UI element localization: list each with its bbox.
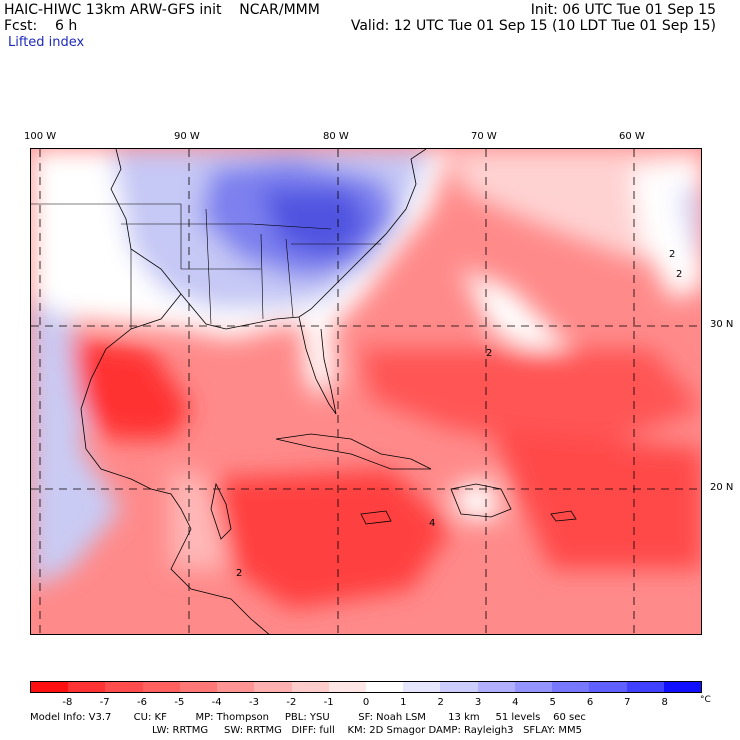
header-title: HAIC-HIWC 13km ARW-GFS init NCAR/MMM bbox=[4, 2, 320, 18]
lon-label-70w: 70 W bbox=[471, 131, 497, 142]
colorbar-tick-label: 4 bbox=[512, 697, 519, 708]
colorbar-swatch bbox=[291, 682, 329, 692]
lon-label-100w: 100 W bbox=[24, 131, 57, 142]
contour-label: 2 bbox=[236, 568, 242, 579]
contour-label: 2 bbox=[669, 249, 675, 260]
colorbar-swatch bbox=[514, 682, 553, 692]
colorbar-tick-label: 6 bbox=[586, 697, 594, 708]
field-name: Lifted index bbox=[8, 35, 85, 50]
colorbar-swatch bbox=[663, 682, 701, 692]
lon-label-60w: 60 W bbox=[619, 131, 645, 142]
colorbar-swatch bbox=[552, 682, 590, 692]
colorbar-swatch bbox=[254, 682, 292, 692]
colorbar-swatch bbox=[68, 682, 106, 692]
colorbar-swatch bbox=[626, 682, 664, 692]
model-info-line1: Model Info: V3.7 CU: KF MP: Thompson PBL… bbox=[30, 712, 586, 723]
colorbar-tick-label: 0 bbox=[362, 697, 370, 708]
colorbar-swatch bbox=[31, 682, 69, 692]
contour-labels: 2 2 2 4 2 bbox=[236, 249, 682, 579]
colorbar-tick-label: 7 bbox=[624, 697, 631, 708]
lon-label-90w: 90 W bbox=[174, 131, 200, 142]
map-canvas: 2 2 2 4 2 bbox=[31, 149, 701, 634]
model-info-line2: LW: RRTMG SW: RRTMG DIFF: full KM: 2D Sm… bbox=[152, 725, 582, 736]
colorbar-tick-label: -1 bbox=[323, 697, 334, 708]
shading-field bbox=[31, 149, 701, 609]
colorbar-tick-label: 1 bbox=[400, 697, 407, 708]
colorbar-swatch bbox=[217, 682, 255, 692]
colorbar-swatch bbox=[440, 682, 478, 692]
colorbar bbox=[30, 681, 702, 693]
colorbar-swatch bbox=[328, 682, 366, 692]
state-borders bbox=[31, 203, 381, 329]
colorbar-tick-label: -5 bbox=[174, 697, 185, 708]
forecast-hour: Fcst: 6 h bbox=[4, 18, 78, 34]
colorbar-swatch bbox=[179, 682, 218, 692]
colorbar-tick-label: -6 bbox=[137, 697, 147, 708]
colorbar-swatch bbox=[365, 682, 404, 692]
colorbar-tick-label: -3 bbox=[249, 697, 259, 708]
colorbar-tick-label: -8 bbox=[62, 697, 73, 708]
colorbar-swatch bbox=[477, 682, 515, 692]
contour-label: 2 bbox=[676, 269, 682, 280]
colorbar-swatch bbox=[105, 682, 143, 692]
colorbar-tick-label: 8 bbox=[661, 697, 668, 708]
colorbar-tick-label: -2 bbox=[286, 697, 297, 708]
colorbar-swatch bbox=[142, 682, 180, 692]
valid-time: Valid: 12 UTC Tue 01 Sep 15 (10 LDT Tue … bbox=[350, 18, 716, 34]
lon-label-80w: 80 W bbox=[323, 131, 349, 142]
contour-label: 2 bbox=[486, 348, 492, 359]
colorbar-tick-label: 2 bbox=[437, 697, 444, 708]
lifted-index-map: 2 2 2 4 2 bbox=[30, 148, 702, 635]
colorbar-swatch bbox=[403, 682, 441, 692]
lat-label-30n: 30 N bbox=[710, 319, 734, 330]
colorbar-swatch bbox=[589, 682, 627, 692]
colorbar-unit: °C bbox=[700, 695, 711, 705]
colorbar-tick-label: -7 bbox=[99, 697, 110, 708]
colorbar-tick-label: 3 bbox=[474, 697, 482, 708]
init-time: Init: 06 UTC Tue 01 Sep 15 bbox=[530, 2, 716, 18]
colorbar-tick-label: -4 bbox=[211, 697, 222, 708]
colorbar-tick-label: 5 bbox=[549, 697, 556, 708]
contour-label: 4 bbox=[429, 518, 435, 529]
graticule bbox=[31, 149, 701, 634]
lat-label-20n: 20 N bbox=[710, 482, 734, 493]
